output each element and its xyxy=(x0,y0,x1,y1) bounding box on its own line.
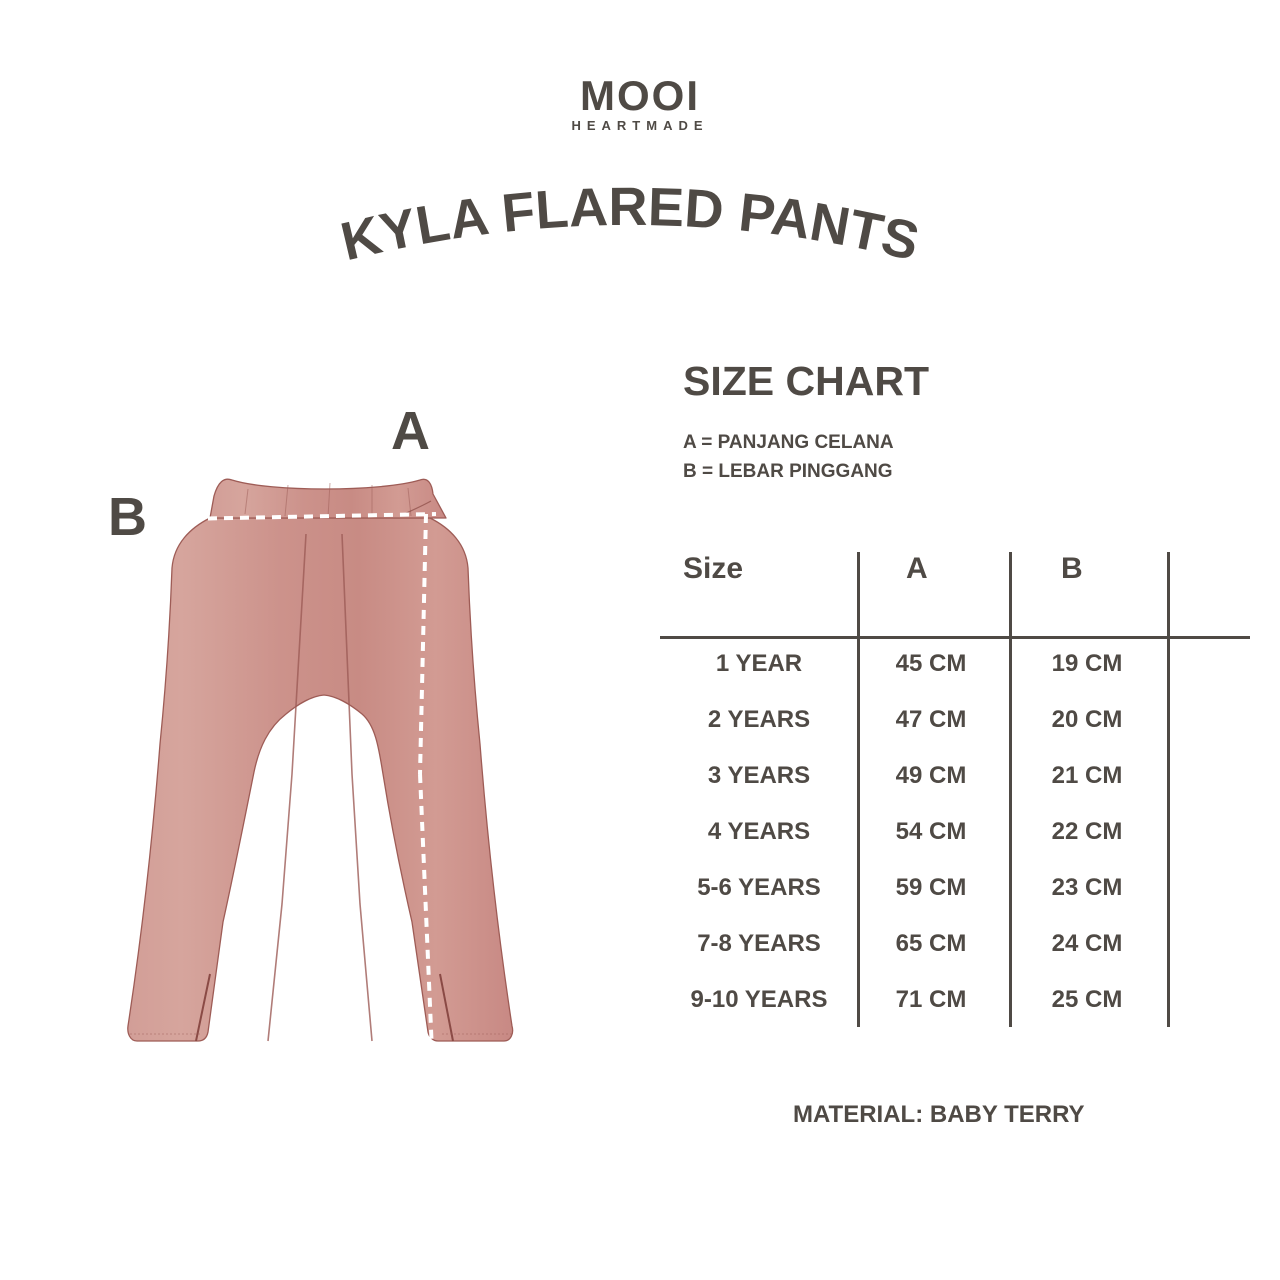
svg-text:KYLA FLARED PANTS: KYLA FLARED PANTS xyxy=(335,177,924,272)
